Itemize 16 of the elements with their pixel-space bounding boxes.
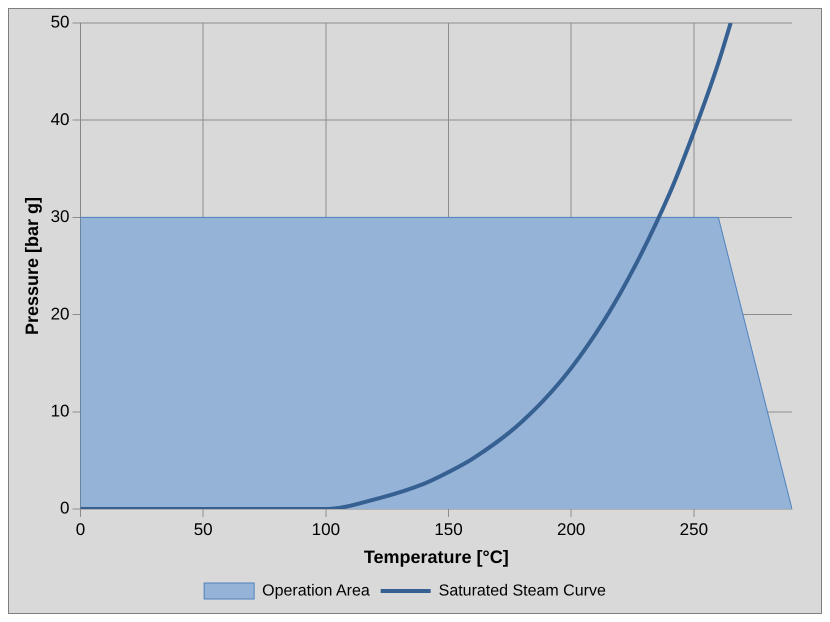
x-tick-label: 250 bbox=[680, 520, 708, 539]
x-axis-title: Temperature [°C] bbox=[364, 547, 509, 568]
y-axis-title: Pressure [bar g] bbox=[22, 196, 42, 336]
x-tick-label: 200 bbox=[557, 520, 586, 539]
y-tick-label: 40 bbox=[50, 110, 70, 129]
legend-label: Saturated Steam Curve bbox=[438, 582, 606, 600]
x-tick-label: 50 bbox=[194, 520, 213, 539]
x-tick-label: 100 bbox=[312, 520, 340, 539]
y-tick-label: 30 bbox=[50, 207, 70, 226]
y-tick-label: 50 bbox=[50, 12, 70, 32]
x-tick-label: 0 bbox=[76, 520, 86, 539]
legend-label: Operation Area bbox=[262, 582, 370, 600]
x-tick-label: 150 bbox=[434, 520, 463, 539]
y-tick-label: 0 bbox=[60, 498, 70, 518]
y-tick-label: 20 bbox=[50, 304, 70, 324]
y-tick-label: 10 bbox=[50, 401, 70, 420]
